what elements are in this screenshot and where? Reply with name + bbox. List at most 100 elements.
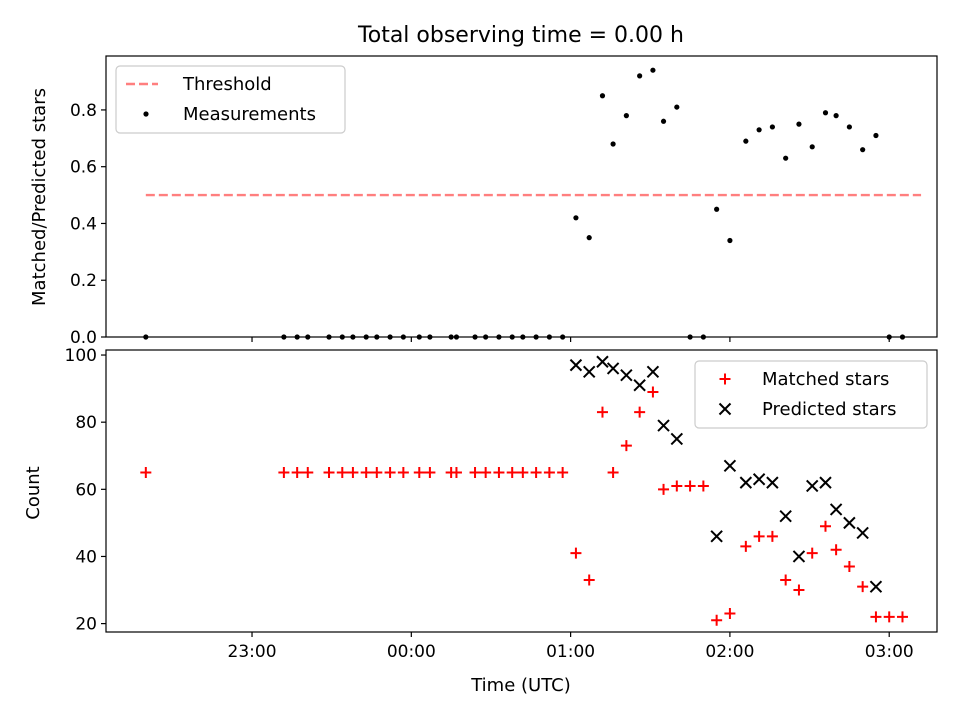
matched-star-marker: [583, 574, 595, 586]
matched-star-marker: [620, 440, 632, 452]
matched-star-marker: [140, 467, 152, 479]
legend-label: Predicted stars: [762, 399, 896, 420]
measurement-point: [637, 73, 643, 79]
predicted-star-marker: [829, 503, 843, 516]
measurement-point: [650, 67, 656, 73]
matched-star-marker: [711, 614, 723, 626]
measurement-point: [363, 334, 369, 340]
matched-star-marker: [697, 480, 709, 492]
predicted-star-marker: [766, 476, 779, 489]
top-legend-box: [115, 65, 346, 134]
matched-star-marker: [607, 467, 619, 479]
measurement-point: [846, 124, 852, 130]
measurement-point: [783, 155, 789, 161]
top-chart-title: Total observing time = 0.00 h: [357, 23, 684, 48]
matched-star-marker: [819, 520, 831, 532]
top-y-tick-label: 0.6: [70, 158, 97, 178]
measurement-point: [305, 334, 311, 340]
measurement-point: [743, 138, 749, 144]
measurement-point: [796, 121, 802, 127]
predicted-star-marker: [856, 526, 869, 540]
bottom-y-tick-label: 100: [65, 346, 97, 366]
measurement-point: [610, 141, 616, 147]
predicted-star-marker: [869, 580, 883, 593]
legend-label: Threshold: [182, 74, 272, 95]
bottom-y-tick-label: 80: [75, 413, 97, 433]
top-y-tick-label: 0.2: [70, 271, 97, 291]
measurement-point: [560, 334, 566, 340]
matched-star-marker: [506, 467, 518, 479]
measurement-point: [833, 113, 839, 119]
measurement-point: [860, 147, 866, 153]
matched-star-marker: [450, 467, 462, 479]
measurement-point: [453, 334, 460, 340]
measurement-point: [822, 110, 829, 116]
matched-star-marker: [530, 467, 542, 479]
measurement-point: [886, 334, 892, 340]
measurement-point: [427, 334, 433, 340]
matched-star-marker: [647, 386, 659, 398]
measurement-point: [387, 334, 393, 340]
bottom-axes-frame: [105, 349, 938, 633]
legend-measurement-swatch: [143, 111, 149, 117]
top-y-axis-label: Matched/Predicted stars: [29, 88, 50, 306]
measurement-point: [326, 334, 332, 340]
matched-star-marker: [424, 467, 436, 479]
matched-star-marker: [753, 530, 765, 542]
measurement-point: [727, 237, 733, 244]
matched-star-marker: [806, 547, 818, 559]
predicted-star-marker: [792, 550, 806, 563]
legend-predicted-swatch: [718, 402, 732, 416]
matched-star-marker: [543, 467, 555, 479]
matched-star-marker: [684, 480, 696, 492]
measurement-point: [700, 334, 706, 340]
matched-star-marker: [896, 611, 908, 623]
matched-star-marker: [793, 584, 805, 596]
measurement-point: [809, 144, 815, 150]
matched-star-marker: [469, 467, 481, 479]
measurement-point: [374, 334, 380, 340]
matched-star-marker: [336, 467, 348, 479]
legend-label: Matched stars: [762, 369, 889, 390]
measurement-point: [687, 334, 693, 340]
x-tick-label: 03:00: [865, 642, 914, 662]
measurement-point: [623, 113, 629, 119]
bottom-legend-box: [694, 360, 928, 429]
matched-star-marker: [596, 406, 608, 418]
measurement-point: [339, 334, 345, 340]
measurement-point: [586, 235, 592, 241]
top-y-tick-label: 0.8: [70, 101, 97, 121]
matched-star-marker: [291, 467, 303, 479]
matched-star-marker: [671, 480, 683, 492]
matched-star-marker: [843, 561, 855, 573]
measurement-point: [533, 334, 539, 340]
predicted-star-marker: [606, 362, 620, 375]
measurement-point: [873, 132, 879, 139]
measurement-point: [400, 334, 406, 340]
top-y-tick-label: 0.4: [70, 214, 97, 234]
matched-star-marker: [347, 467, 359, 479]
bottom-y-tick-label: 20: [75, 615, 97, 635]
matched-star-marker: [397, 467, 409, 479]
predicted-star-marker: [710, 530, 723, 543]
matched-star-marker: [780, 574, 792, 586]
measurement-point: [520, 334, 526, 340]
measurement-point: [281, 334, 287, 340]
matched-star-marker: [323, 467, 335, 479]
measurement-point: [573, 215, 579, 221]
x-tick-label: 23:00: [228, 642, 277, 662]
matched-star-marker: [371, 467, 383, 479]
matched-star-marker: [493, 467, 505, 479]
measurement-point: [294, 334, 300, 340]
matched-star-marker: [658, 483, 670, 495]
measurement-point: [660, 118, 667, 124]
predicted-star-marker: [752, 473, 766, 486]
matched-star-marker: [830, 544, 842, 556]
matched-star-marker: [724, 608, 736, 620]
measurement-point: [546, 334, 552, 340]
matched-star-marker: [480, 467, 492, 479]
matched-star-marker: [413, 467, 425, 479]
matched-star-marker: [634, 406, 646, 418]
measurement-point: [899, 334, 906, 340]
